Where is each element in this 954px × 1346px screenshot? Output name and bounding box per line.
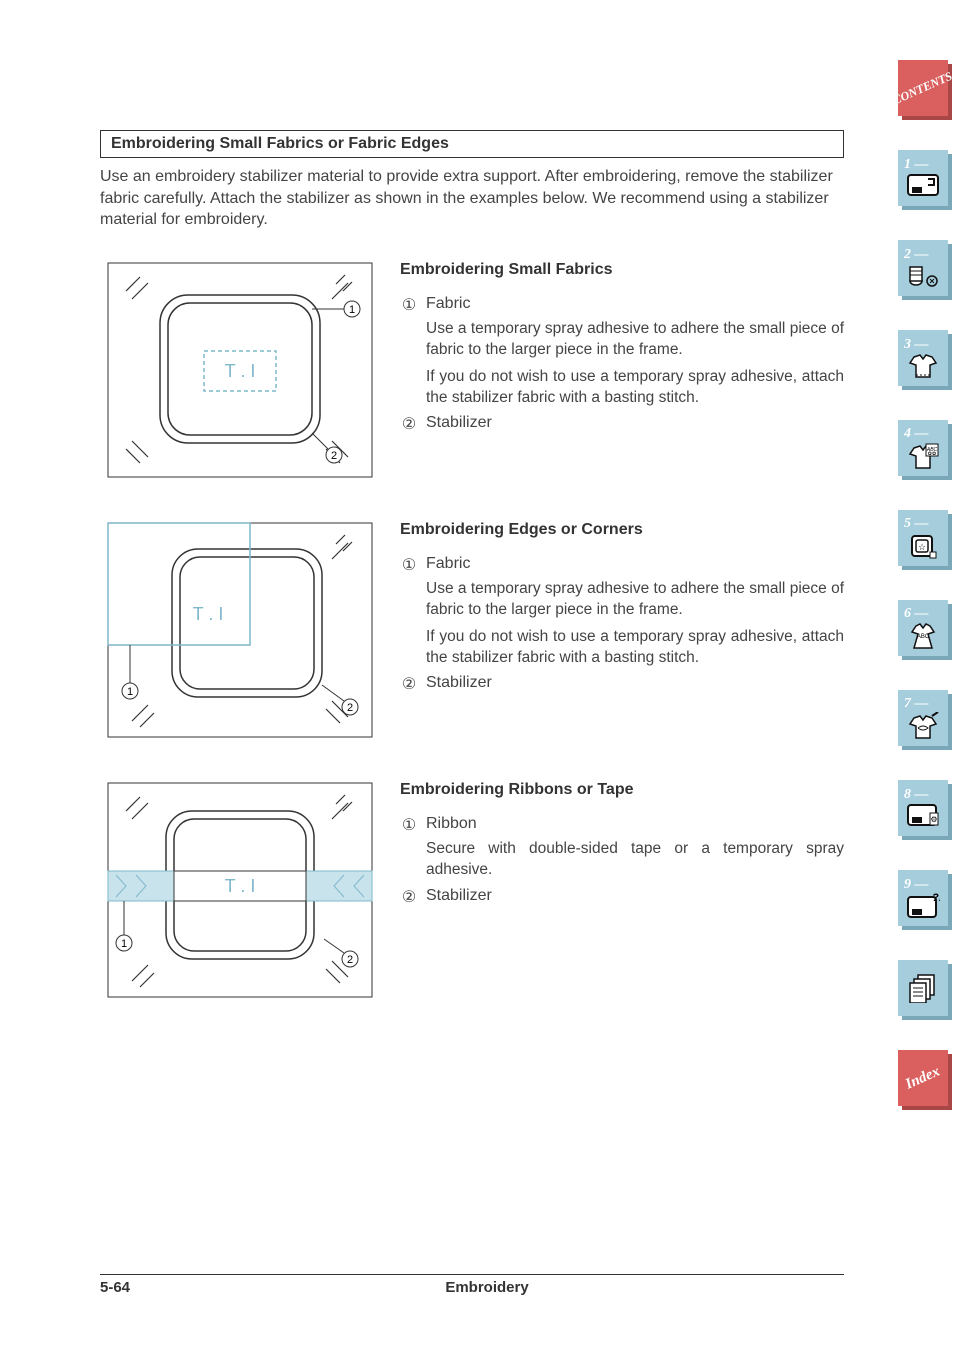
callout-desc: Secure with double-sided tape or a tempo… [426, 839, 844, 881]
shirt-abc-icon: ABC✿✿ [906, 442, 940, 470]
tab-number: 8 — [898, 788, 929, 802]
tab-index[interactable]: Index [898, 1050, 950, 1106]
diagram-ribbons-tape: T . I 1 2 [100, 775, 380, 1005]
svg-text:✿✿: ✿✿ [928, 451, 936, 457]
tab-number: 5 — [898, 517, 929, 531]
svg-text:⚙: ⚙ [930, 815, 937, 824]
tab-5[interactable]: 5 — ☆ [898, 510, 950, 566]
intro-text: Use an embroidery stabilizer material to… [100, 166, 844, 231]
diagram-edges-corners: T . I 1 2 [100, 515, 380, 745]
contents-label: CONTENTS [891, 68, 954, 107]
sub-title: Embroidering Ribbons or Tape [400, 781, 844, 799]
machine-settings-icon: ⚙ [906, 803, 940, 829]
dress-icon: ABC [906, 622, 940, 650]
callout-desc: If you do not wish to use a temporary sp… [426, 627, 844, 669]
tab-8[interactable]: 8 — ⚙ [898, 780, 950, 836]
callout-number: ① [400, 815, 418, 835]
svg-text:?!: ?! [932, 893, 940, 904]
tab-number: 2 — [898, 248, 929, 262]
callout-label: Fabric [426, 555, 470, 575]
pages-icon [906, 973, 940, 1003]
tab-number: 6 — [898, 607, 929, 621]
svg-text:2: 2 [331, 450, 337, 462]
page-number: 5-64 [100, 1279, 130, 1296]
callout-label: Stabilizer [426, 414, 492, 434]
svg-text:1: 1 [349, 304, 355, 316]
tab-number: 7 — [898, 697, 929, 711]
tab-pages[interactable] [898, 960, 950, 1016]
machine-help-icon: ?! [906, 893, 940, 919]
sub-title: Embroidering Small Fabrics [400, 261, 844, 279]
tab-number: 1 — [898, 158, 929, 172]
callout-desc: Use a temporary spray adhesive to adhere… [426, 319, 844, 361]
svg-text:☆: ☆ [918, 542, 926, 552]
callout-label: Fabric [426, 295, 470, 315]
tab-2[interactable]: 2 — [898, 240, 950, 296]
sub-title: Embroidering Edges or Corners [400, 521, 844, 539]
svg-text:1: 1 [127, 686, 133, 698]
tab-9[interactable]: 9 — ?! [898, 870, 950, 926]
thread-icon [906, 263, 940, 289]
section-ribbons-tape: T . I 1 2 Embroidering Ribbons or Tape ①… [100, 775, 844, 1005]
tab-7[interactable]: 7 — [898, 690, 950, 746]
svg-text:2: 2 [347, 954, 353, 966]
tab-3[interactable]: 3 — [898, 330, 950, 386]
tab-6[interactable]: 6 — ABC [898, 600, 950, 656]
callout-number: ② [400, 414, 418, 434]
tab-4[interactable]: 4 — ABC✿✿ [898, 420, 950, 476]
shirt-icon [906, 353, 940, 379]
tab-number: 3 — [898, 338, 929, 352]
callout-desc: Use a temporary spray adhesive to adhere… [426, 579, 844, 621]
shirt-design-icon [906, 712, 940, 740]
machine-icon [906, 173, 940, 199]
section-header: Embroidering Small Fabrics or Fabric Edg… [100, 130, 844, 158]
section-edges-corners: T . I 1 2 Embroidering Edges or Corners … [100, 515, 844, 745]
section-small-fabrics: T . I 1 2 Embroidering Small Fabrics ① Fa… [100, 255, 844, 485]
svg-text:T . I: T . I [225, 876, 256, 896]
diagram-text: T . I [225, 361, 256, 381]
tab-number: 4 — [898, 427, 929, 441]
svg-text:T . I: T . I [193, 604, 224, 624]
callout-desc: If you do not wish to use a temporary sp… [426, 367, 844, 409]
side-tabs: CONTENTS 1 — 2 — 3 — 4 — ABC✿✿ 5 — ☆ 6 —… [898, 60, 954, 1106]
index-label: Index [903, 1063, 943, 1093]
callout-label: Ribbon [426, 815, 477, 835]
footer-title: Embroidery [130, 1279, 844, 1296]
callout-number: ② [400, 674, 418, 694]
callout-label: Stabilizer [426, 674, 492, 694]
tab-contents[interactable]: CONTENTS [898, 60, 950, 116]
callout-label: Stabilizer [426, 887, 492, 907]
diagram-small-fabrics: T . I 1 2 [100, 255, 380, 485]
callout-number: ① [400, 295, 418, 315]
tab-1[interactable]: 1 — [898, 150, 950, 206]
page-footer: 5-64 Embroidery [100, 1274, 844, 1296]
svg-text:ABC: ABC [917, 634, 930, 640]
callout-number: ① [400, 555, 418, 575]
hoop-icon: ☆ [906, 532, 940, 560]
callout-number: ② [400, 887, 418, 907]
svg-text:2: 2 [347, 702, 353, 714]
svg-text:1: 1 [121, 938, 127, 950]
tab-number: 9 — [898, 878, 929, 892]
